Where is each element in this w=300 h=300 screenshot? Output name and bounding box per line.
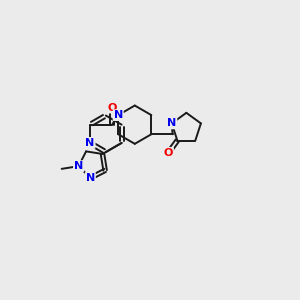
Text: N: N <box>167 118 176 128</box>
Text: O: O <box>164 148 173 158</box>
Text: N: N <box>86 173 95 183</box>
Text: O: O <box>107 103 117 112</box>
Text: N: N <box>114 110 123 120</box>
Text: N: N <box>85 138 94 148</box>
Text: N: N <box>74 161 83 171</box>
